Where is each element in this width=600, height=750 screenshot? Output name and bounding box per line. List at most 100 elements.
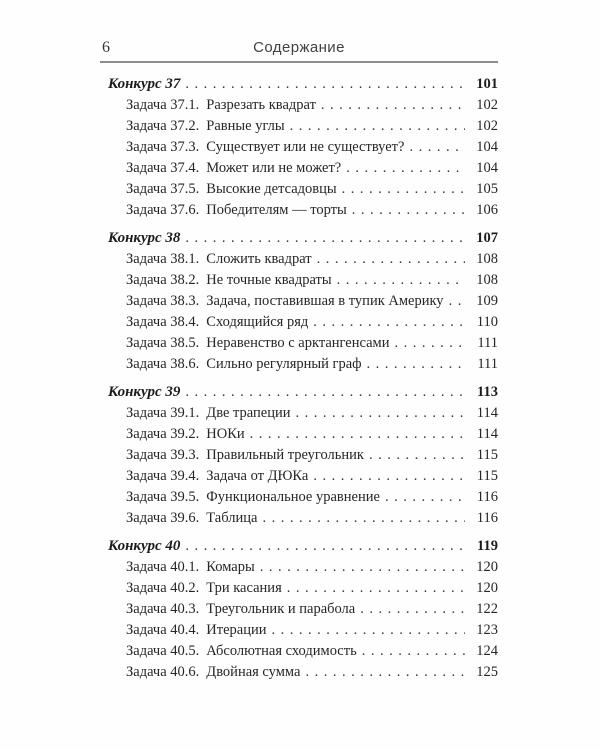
toc-entry-label: Задача 40.4. <box>126 622 200 638</box>
toc-group-items: Задача 37.1. Разрезать квадрат .........… <box>100 95 498 221</box>
toc-entry-page-number: 114 <box>476 426 498 442</box>
toc-entry-title: Равные углы <box>206 118 285 134</box>
toc-entry-title: Не точные квадраты <box>206 272 332 288</box>
toc-entry: Задача 40.2. Три касания ...............… <box>100 578 498 599</box>
toc-entry-label: Задача 37.5. <box>126 181 200 197</box>
toc-entry-page-number: 111 <box>477 356 498 372</box>
toc-entry-title: Существует или не существует? <box>206 139 405 155</box>
toc-entry-page-number: 115 <box>476 447 498 463</box>
toc-entry-label: Задача 39.2. <box>126 426 200 442</box>
text-block: 6 Содержание Конкурс 37 ................… <box>100 38 498 683</box>
dot-leader: ........................................… <box>185 538 465 554</box>
toc-entry-page-number: 105 <box>476 181 498 197</box>
toc-entry-label: Задача 40.3. <box>126 601 200 617</box>
dot-leader: ........................................… <box>313 314 465 330</box>
toc-entry-label: Задача 39.6. <box>126 510 200 526</box>
toc-entry-label: Задача 39.5. <box>126 489 200 505</box>
dot-leader: ........................................… <box>384 489 465 505</box>
dot-leader: ........................................… <box>366 356 465 372</box>
dot-leader: ........................................… <box>368 447 465 463</box>
toc-entry: Задача 39.6. Таблица ...................… <box>100 508 498 529</box>
dot-leader: ........................................… <box>295 405 466 421</box>
toc-entry: Задача 40.3. Треугольник и парабола ....… <box>100 599 498 620</box>
toc-entry-title: Сложить квадрат <box>206 251 312 267</box>
toc-entry-label: Задача 40.2. <box>126 580 200 596</box>
dot-leader: ........................................… <box>249 426 465 442</box>
toc-group: Конкурс 40 .............................… <box>100 536 498 683</box>
toc-entry-page-number: 109 <box>476 293 498 309</box>
toc-entry-label: Задача 40.1. <box>126 559 200 575</box>
toc-entry-label: Задача 37.6. <box>126 202 200 218</box>
toc-entry-page-number: 115 <box>476 468 498 484</box>
toc-entry: Задача 39.3. Правильный треугольник ....… <box>100 445 498 466</box>
toc-entry-label: Задача 37.1. <box>126 97 200 113</box>
toc-entry-title: Высокие детсадовцы <box>206 181 337 197</box>
toc-entry-page-number: 108 <box>476 272 498 288</box>
toc-entry: Задача 38.5. Неравенство с арктангенсами… <box>100 333 498 354</box>
dot-leader: ........................................… <box>320 97 465 113</box>
toc-entry-label: Задача 38.4. <box>126 314 200 330</box>
toc-entry-page-number: 108 <box>476 251 498 267</box>
toc-entry-page-number: 110 <box>476 314 498 330</box>
toc-entry: Задача 37.3. Существует или не существуе… <box>100 137 498 158</box>
toc-entry-page-number: 120 <box>476 580 498 596</box>
dot-leader: ........................................… <box>259 559 465 575</box>
toc-entry-label: Задача 38.6. <box>126 356 200 372</box>
toc-entry: Задача 40.1. Комары ....................… <box>100 557 498 578</box>
toc-entry-label: Задача 38.5. <box>126 335 200 351</box>
toc-entry-title: НОКи <box>206 426 245 442</box>
dot-leader: ........................................… <box>286 580 465 596</box>
dot-leader: ........................................… <box>289 118 465 134</box>
dot-leader: ........................................… <box>185 384 465 400</box>
toc-entry-label: Задача 39.1. <box>126 405 200 421</box>
toc-group-page-number: 101 <box>476 76 498 92</box>
toc-group-title: Конкурс 40 <box>108 538 181 554</box>
toc-group-page-number: 113 <box>477 384 498 400</box>
toc-entry-title: Победителям — торты <box>206 202 347 218</box>
toc-entry-page-number: 111 <box>477 335 498 351</box>
toc-group-page-number: 107 <box>476 230 498 246</box>
toc-group: Конкурс 37 .............................… <box>100 74 498 221</box>
toc-entry: Задача 38.3. Задача, поставившая в тупик… <box>100 291 498 312</box>
toc-entry: Задача 40.4. Итерации ..................… <box>100 620 498 641</box>
toc-group: Конкурс 38 .............................… <box>100 228 498 375</box>
toc-entry: Задача 37.2. Равные углы ...............… <box>100 116 498 137</box>
toc-entry-page-number: 120 <box>476 559 498 575</box>
toc-entry-title: Неравенство с арктангенсами <box>206 335 390 351</box>
toc-entry-label: Задача 38.3. <box>126 293 200 309</box>
running-head: Содержание <box>253 39 345 56</box>
toc-entry: Задача 39.4. Задача от ДЮКа ............… <box>100 466 498 487</box>
toc-group-heading: Конкурс 39 .............................… <box>100 382 498 403</box>
toc-entry-page-number: 125 <box>476 664 498 680</box>
toc-entry-title: Двойная сумма <box>206 664 301 680</box>
toc-entry-page-number: 104 <box>476 160 498 176</box>
toc-entry-label: Задача 39.3. <box>126 447 200 463</box>
toc-entry-label: Задача 39.4. <box>126 468 200 484</box>
toc-entry-label: Задача 37.3. <box>126 139 200 155</box>
toc-entry: Задача 37.6. Победителям — торты .......… <box>100 200 498 221</box>
dot-leader: ........................................… <box>316 251 465 267</box>
dot-leader: ........................................… <box>341 181 465 197</box>
toc-group-title: Конкурс 39 <box>108 384 181 400</box>
dot-leader: ........................................… <box>185 230 465 246</box>
toc-group-heading: Конкурс 40 .............................… <box>100 536 498 557</box>
toc-entry-page-number: 106 <box>476 202 498 218</box>
toc-entry-title: Итерации <box>206 622 267 638</box>
toc-entry: Задача 37.1. Разрезать квадрат .........… <box>100 95 498 116</box>
toc-group-heading: Конкурс 37 .............................… <box>100 74 498 95</box>
running-header-line: 6 Содержание <box>100 38 498 57</box>
toc-entry: Задача 39.1. Две трапеции ..............… <box>100 403 498 424</box>
toc-entry-label: Задача 38.2. <box>126 272 200 288</box>
table-of-contents: Конкурс 37 .............................… <box>100 74 498 683</box>
toc-entry-title: Сильно регулярный граф <box>206 356 362 372</box>
toc-group-items: Задача 39.1. Две трапеции ..............… <box>100 403 498 529</box>
toc-entry: Задача 38.2. Не точные квадраты ........… <box>100 270 498 291</box>
toc-entry-page-number: 104 <box>476 139 498 155</box>
toc-entry-title: Задача от ДЮКа <box>206 468 309 484</box>
toc-entry-title: Три касания <box>206 580 282 596</box>
toc-group-title: Конкурс 37 <box>108 76 181 92</box>
dot-leader: ........................................… <box>185 76 465 92</box>
dot-leader: ........................................… <box>361 643 465 659</box>
toc-entry: Задача 39.2. НОКи ......................… <box>100 424 498 445</box>
toc-entry-label: Задача 37.4. <box>126 160 200 176</box>
